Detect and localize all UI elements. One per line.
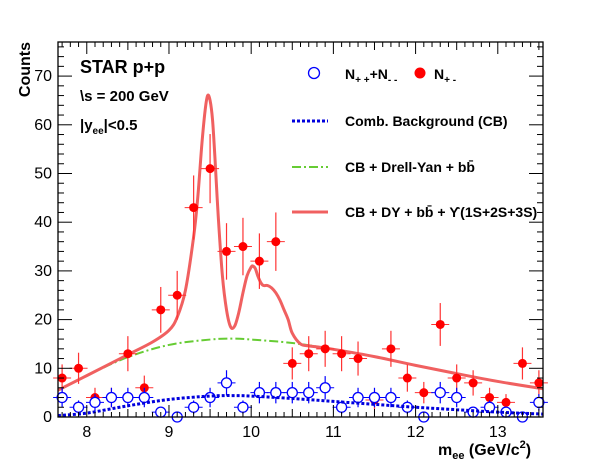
unlike-sign-point xyxy=(468,378,478,388)
y-tick-label: 50 xyxy=(34,165,52,182)
legend-unlike-pre: N xyxy=(434,66,444,82)
legend-unlike-sub: + - xyxy=(444,75,456,86)
like-sign-point xyxy=(122,391,134,404)
unlike-sign-point xyxy=(337,349,347,359)
like-sign-point xyxy=(72,401,85,413)
like-sign-point xyxy=(237,401,249,413)
unlike-sign-point xyxy=(386,344,396,354)
curve-top-layer xyxy=(57,394,544,418)
unlike-sign-point xyxy=(419,388,429,398)
unlike-sign-point xyxy=(156,305,166,315)
unlike-sign-point xyxy=(74,363,84,373)
like-sign-point xyxy=(220,377,233,389)
legend-like-mid: +N xyxy=(370,66,388,82)
legend-like-sub2: - - xyxy=(388,75,397,86)
y-tick-label: 70 xyxy=(34,68,52,85)
unlike-sign-point xyxy=(123,349,133,359)
ticks-layer: 8 9 10 11 12 13 0 10 20 30 40 50 60 70 xyxy=(34,42,543,441)
unlike-sign-point xyxy=(205,164,215,174)
cb-curve xyxy=(57,394,544,418)
x-label-unit-end: ) xyxy=(526,442,531,459)
y-tick-label: 0 xyxy=(43,409,52,426)
unlike-sign-point xyxy=(517,358,527,368)
points-layer xyxy=(53,134,548,423)
x-label-main: m xyxy=(438,442,452,459)
unlike-sign-point xyxy=(485,393,495,403)
legend-like-sub: + + xyxy=(355,75,370,86)
unlike-sign-point xyxy=(271,237,281,247)
unlike-sign-point xyxy=(452,373,462,383)
y-tick-label: 20 xyxy=(34,312,52,329)
like-sign-point xyxy=(303,386,315,399)
like-sign-point xyxy=(335,401,348,413)
unlike-sign-point xyxy=(435,319,445,329)
like-sign-point xyxy=(319,382,331,394)
legend: N+ ++N- - N+ - Comb. Background (CB) CB … xyxy=(292,66,537,220)
unlike-sign-point xyxy=(287,358,297,368)
x-tick-label: 8 xyxy=(82,424,91,441)
rapidity-label: |yee|<0.5 xyxy=(80,117,137,137)
rapidity-post: |<0.5 xyxy=(104,117,138,134)
like-sign-point xyxy=(434,386,446,399)
legend-like-pre: N xyxy=(345,66,355,82)
curves-layer xyxy=(57,93,544,392)
legend-dy-label: CB + Drell-Yan + bb̄ xyxy=(345,158,475,175)
unlike-sign-point xyxy=(501,397,511,407)
legend-cb-label: Comb. Background (CB) xyxy=(345,113,508,129)
like-sign-point xyxy=(89,396,101,409)
like-sign-point xyxy=(368,391,381,404)
x-tick-label: 9 xyxy=(165,424,174,441)
legend-filled-marker xyxy=(414,67,426,79)
unlike-sign-point xyxy=(222,246,232,256)
like-sign-point xyxy=(187,401,200,413)
legend-total-label: CB + DY + bb̄ + ϒ(1S+2S+3S) xyxy=(345,203,537,220)
y-tick-label: 30 xyxy=(34,263,52,280)
legend-like-sign-label: N+ ++N- - xyxy=(345,66,397,86)
like-sign-point xyxy=(451,391,463,404)
y-axis-label: Counts xyxy=(17,42,34,97)
like-sign-point xyxy=(204,391,216,404)
x-label-sub: ee xyxy=(452,450,464,462)
unlike-sign-point xyxy=(189,203,199,213)
unlike-sign-point xyxy=(304,349,314,359)
like-sign-point xyxy=(270,386,282,399)
legend-open-marker xyxy=(307,66,321,80)
x-label-unit: (GeV/c xyxy=(464,442,519,459)
like-sign-point xyxy=(105,391,118,404)
rapidity-pre: |y xyxy=(80,117,93,134)
unlike-sign-point xyxy=(254,256,264,266)
x-tick-label: 12 xyxy=(407,424,425,441)
x-label-unit-sup: 2 xyxy=(520,439,526,451)
unlike-sign-point xyxy=(320,344,330,354)
unlike-sign-point xyxy=(238,242,248,252)
x-tick-label: 11 xyxy=(325,424,342,441)
unlike-sign-point xyxy=(353,354,363,364)
x-axis-label: mee (GeV/c2) xyxy=(438,439,531,462)
x-tick-label: 13 xyxy=(489,424,507,441)
unlike-sign-point xyxy=(534,378,544,388)
like-sign-point xyxy=(352,391,364,404)
unlike-sign-point xyxy=(172,290,182,300)
like-sign-point xyxy=(286,386,298,399)
total-fit-curve xyxy=(57,93,544,392)
like-sign-point xyxy=(385,391,397,404)
y-tick-label: 40 xyxy=(34,214,52,231)
experiment-label: STAR p+p xyxy=(80,57,165,77)
energy-label: \s = 200 GeV xyxy=(80,88,169,105)
legend-unlike-sign-label: N+ - xyxy=(434,66,456,86)
y-tick-label: 60 xyxy=(34,117,52,134)
rapidity-sub: ee xyxy=(93,126,105,137)
y-tick-label: 10 xyxy=(34,360,52,377)
x-tick-label: 10 xyxy=(242,424,260,441)
unlike-sign-point xyxy=(402,373,412,383)
